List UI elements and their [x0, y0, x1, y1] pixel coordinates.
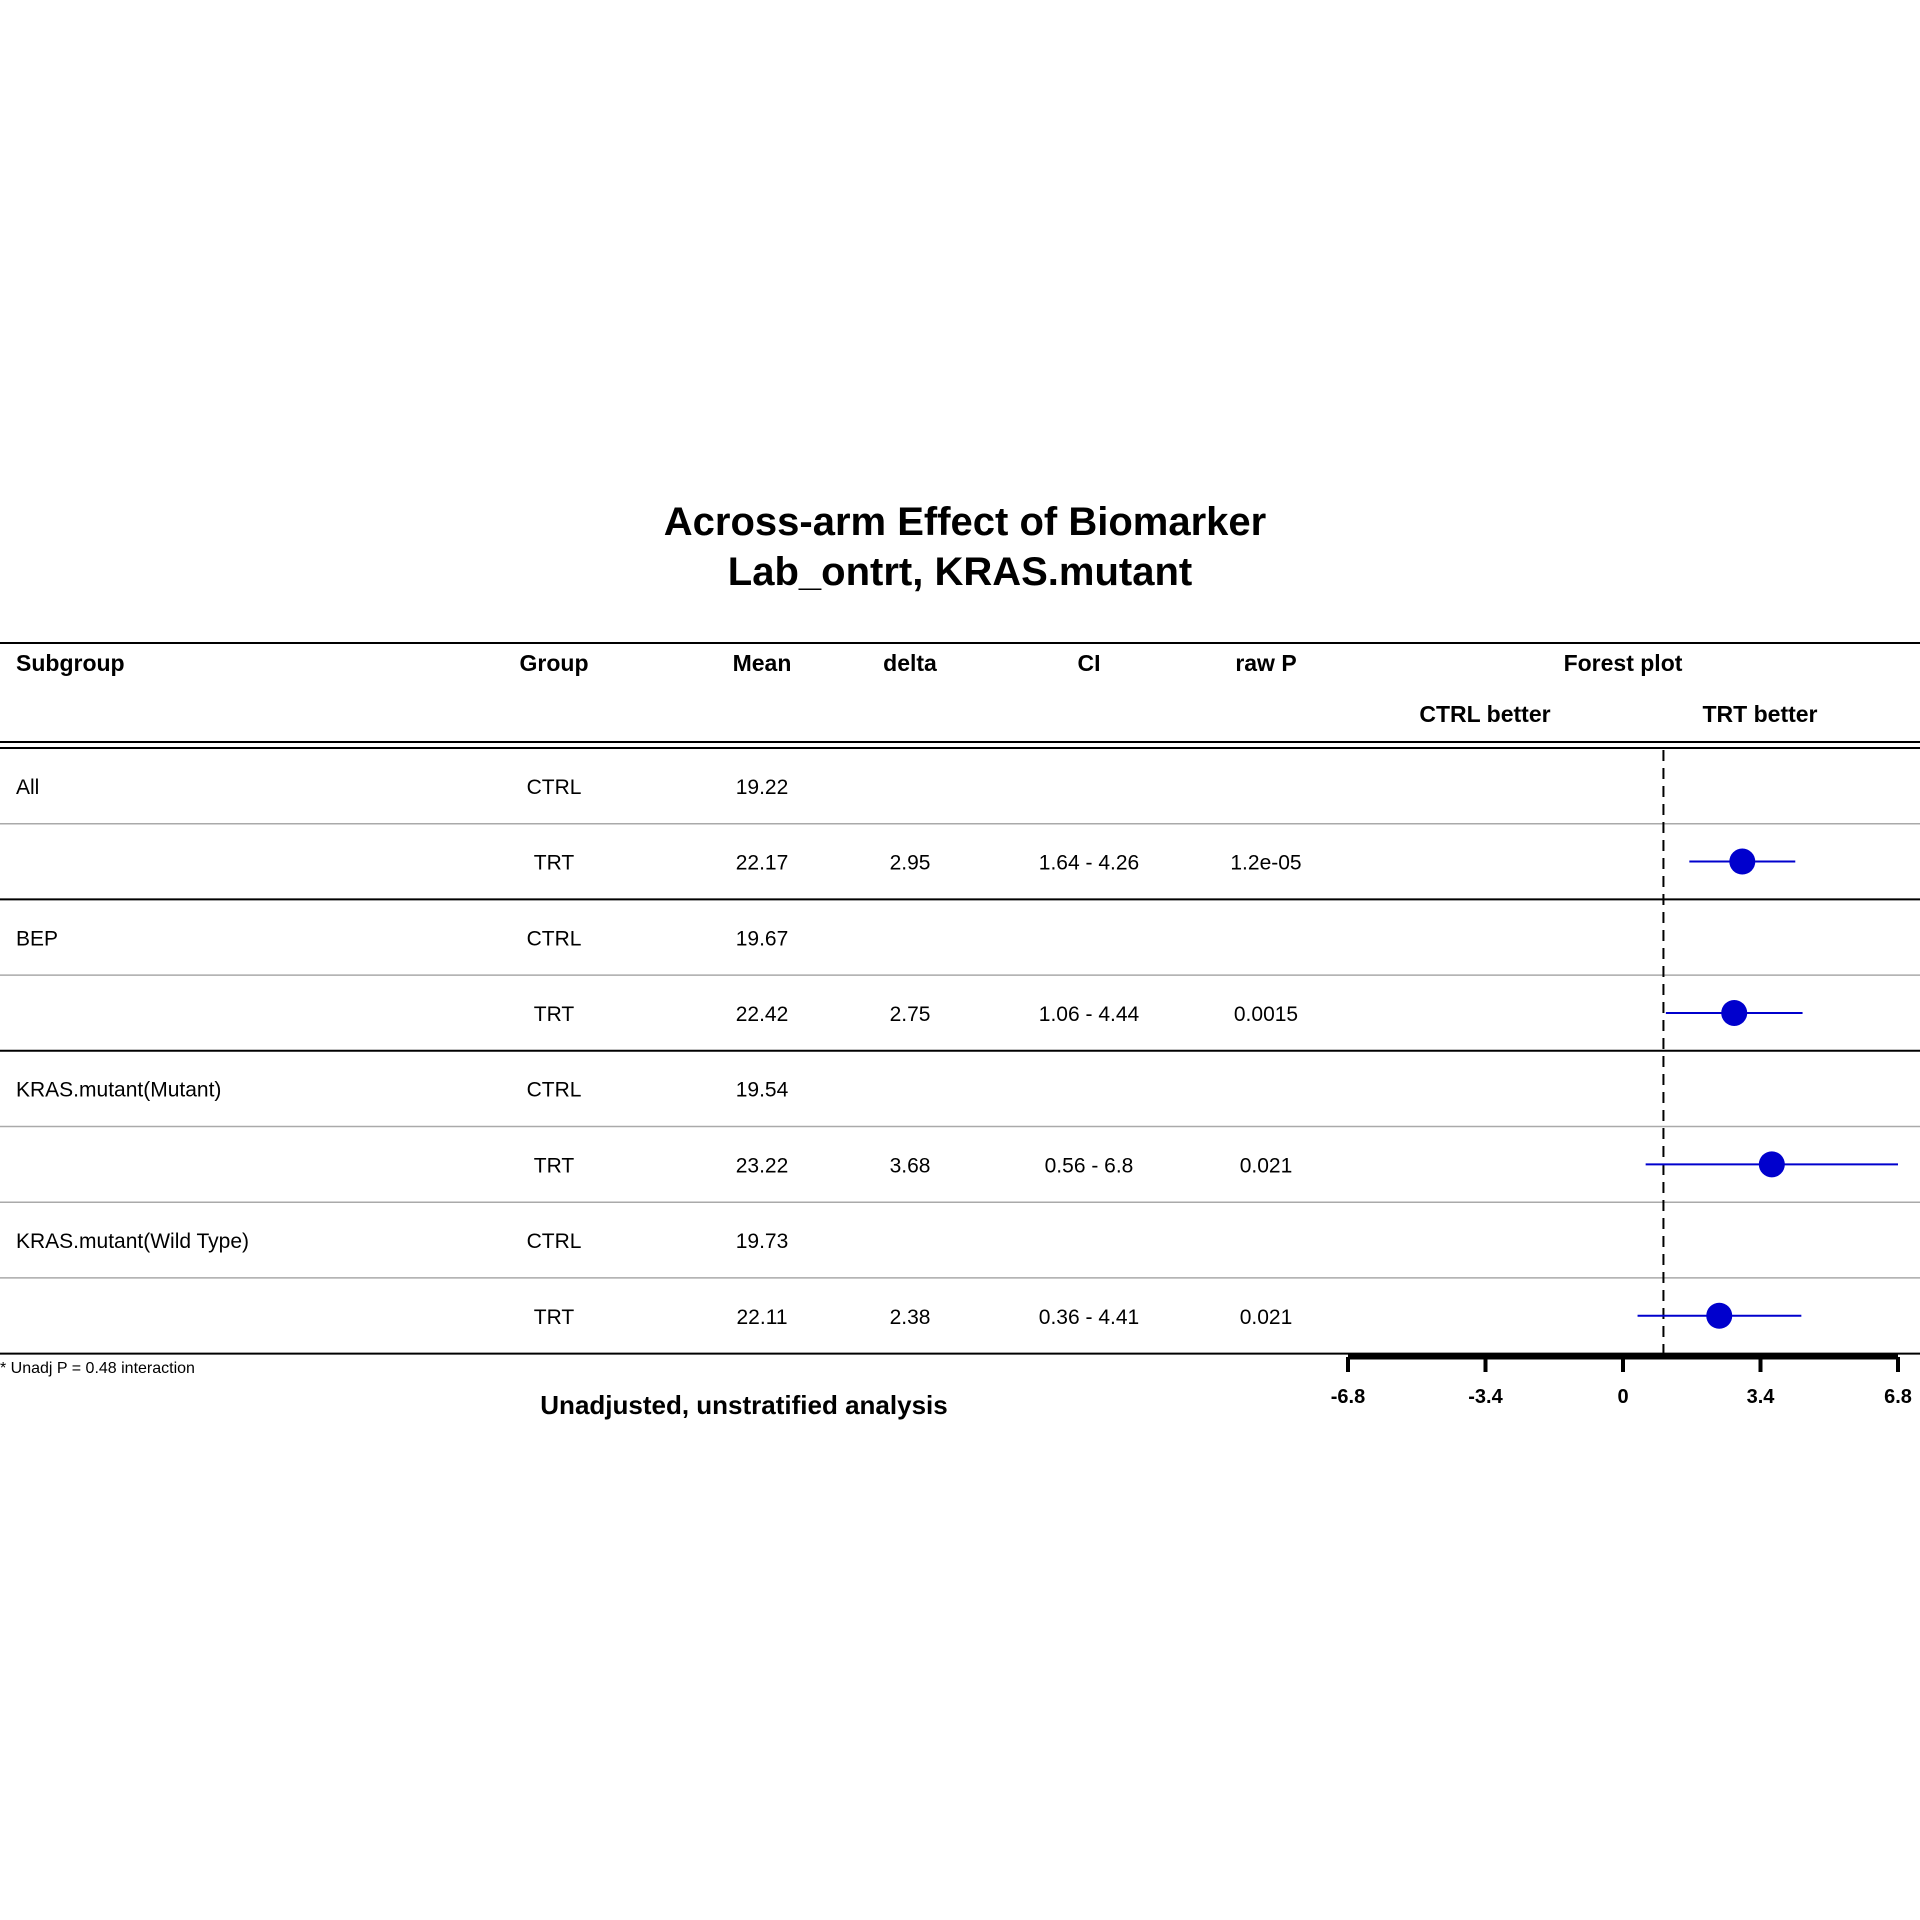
col-header-mean: Mean [733, 650, 792, 676]
cell-subgroup: All [16, 776, 39, 799]
cell-rawp: 0.021 [1240, 1306, 1293, 1329]
cell-ci: 0.56 - 6.8 [1045, 1154, 1134, 1177]
cell-subgroup: KRAS.mutant(Mutant) [16, 1079, 221, 1102]
cell-rawp: 1.2e-05 [1230, 852, 1301, 875]
col-header-group: Group [520, 650, 589, 676]
x-tick-label: 3.4 [1747, 1386, 1776, 1408]
cell-delta: 2.95 [890, 852, 931, 875]
table-row: All CTRL 19.22 [16, 776, 788, 799]
cell-mean: 22.17 [736, 852, 789, 875]
cell-mean: 23.22 [736, 1154, 789, 1177]
cell-rawp: 0.021 [1240, 1154, 1293, 1177]
cell-group: CTRL [527, 1079, 582, 1102]
label-trt-better: TRT better [1703, 701, 1818, 727]
table-rows: All CTRL 19.22 TRT 22.17 2.95 1.64 - 4.26 1.2e-… [0, 776, 1920, 1355]
col-header-rawp: raw P [1235, 650, 1296, 676]
col-header-ci: CI [1078, 650, 1101, 676]
x-tick-label: 0 [1617, 1386, 1628, 1408]
estimate-point [1729, 848, 1756, 875]
cell-group: TRT [534, 1003, 575, 1026]
cell-mean: 22.11 [737, 1306, 788, 1329]
cell-mean: 19.73 [736, 1230, 789, 1253]
table-row: TRT 22.42 2.75 1.06 - 4.44 0.0015 [534, 1003, 1298, 1026]
cell-group: CTRL [527, 776, 582, 799]
x-tick-label: 6.8 [1884, 1386, 1912, 1408]
col-header-subgroup: Subgroup [16, 650, 125, 676]
cell-ci: 1.06 - 4.44 [1039, 1003, 1140, 1026]
x-axis: -6.8 -3.4 0 3.4 6.8 [1331, 1354, 1912, 1408]
estimate-point [1758, 1151, 1785, 1178]
cell-subgroup: KRAS.mutant(Wild Type) [16, 1230, 249, 1253]
forest-marks [1637, 848, 1898, 1329]
estimate-point [1706, 1302, 1733, 1329]
table-row: BEP CTRL 19.67 [16, 927, 788, 950]
cell-delta: 2.38 [890, 1306, 931, 1329]
col-header-delta: delta [883, 650, 937, 676]
cell-ci: 0.36 - 4.41 [1039, 1306, 1139, 1329]
x-tick-label: -3.4 [1468, 1386, 1503, 1408]
label-ctrl-better: CTRL better [1419, 701, 1550, 727]
table-row: KRAS.mutant(Wild Type) CTRL 19.73 [16, 1230, 788, 1253]
cell-delta: 3.68 [890, 1154, 931, 1177]
cell-mean: 22.42 [736, 1003, 789, 1026]
estimate-point [1721, 999, 1748, 1026]
chart-title-line1: Across-arm Effect of Biomarker [664, 500, 1266, 544]
cell-delta: 2.75 [890, 1003, 931, 1026]
cell-ci: 1.64 - 4.26 [1039, 852, 1139, 875]
table-row: TRT 22.17 2.95 1.64 - 4.26 1.2e-05 [534, 852, 1302, 875]
cell-group: TRT [534, 1306, 575, 1329]
footnote: * Unadj P = 0.48 interaction [0, 1360, 195, 1377]
analysis-subtitle: Unadjusted, unstratified analysis [540, 1390, 947, 1420]
cell-mean: 19.54 [736, 1079, 789, 1102]
forest-plot: -6.8 -3.4 0 3.4 6.8 [1331, 750, 1912, 1408]
x-tick-label: -6.8 [1331, 1386, 1365, 1408]
cell-group: CTRL [527, 1230, 582, 1253]
cell-subgroup: BEP [16, 927, 58, 950]
cell-group: CTRL [527, 927, 582, 950]
chart-title-line2: Lab_ontrt, KRAS.mutant [728, 550, 1192, 594]
table-row: TRT 23.22 3.68 0.56 - 6.8 0.021 [534, 1154, 1293, 1177]
table-row: TRT 22.11 2.38 0.36 - 4.41 0.021 [534, 1306, 1293, 1329]
cell-group: TRT [534, 1154, 575, 1177]
cell-rawp: 0.0015 [1234, 1003, 1298, 1026]
table-row: KRAS.mutant(Mutant) CTRL 19.54 [16, 1079, 789, 1102]
cell-mean: 19.22 [736, 776, 789, 799]
col-header-forest: Forest plot [1564, 650, 1683, 676]
cell-mean: 19.67 [736, 927, 789, 950]
cell-group: TRT [534, 852, 575, 875]
